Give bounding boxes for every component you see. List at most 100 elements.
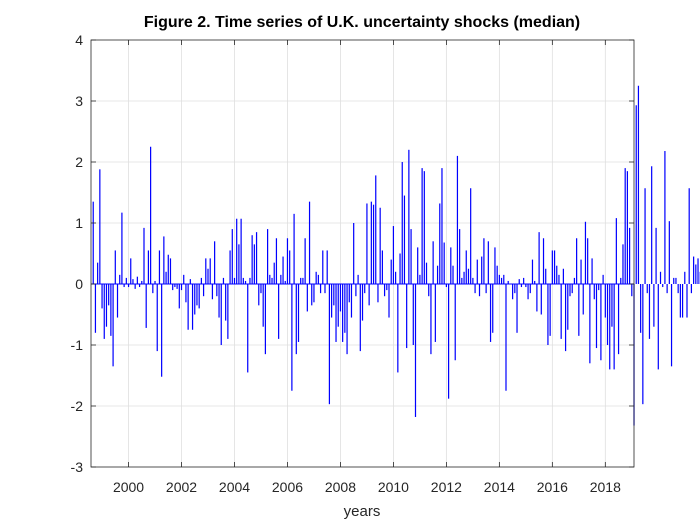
bar — [554, 250, 555, 284]
bar — [413, 284, 414, 345]
bar — [172, 284, 173, 290]
bar — [229, 250, 230, 284]
bar — [474, 284, 475, 293]
bar — [181, 284, 182, 290]
bar — [207, 269, 208, 284]
bar — [636, 105, 637, 284]
bar — [307, 284, 308, 311]
x-tick-label: 2006 — [272, 479, 303, 495]
bar — [580, 260, 581, 284]
bar — [419, 275, 420, 284]
bar — [238, 244, 239, 284]
bar — [382, 250, 383, 284]
bar — [410, 229, 411, 284]
bar — [358, 275, 359, 284]
x-tick-label: 2004 — [219, 479, 250, 495]
bar — [340, 284, 341, 311]
bar — [651, 166, 652, 284]
bar — [322, 250, 323, 284]
bar — [254, 244, 255, 284]
bar — [291, 284, 292, 391]
bar — [241, 219, 242, 284]
bar — [576, 238, 577, 284]
bar — [309, 202, 310, 284]
x-tick-label: 2002 — [166, 479, 197, 495]
bar — [545, 269, 546, 284]
bar — [380, 208, 381, 284]
bar — [95, 284, 96, 333]
x-tick-label: 2018 — [590, 479, 621, 495]
y-tick-label: -2 — [71, 398, 84, 414]
bar — [351, 284, 352, 318]
bar — [697, 258, 698, 284]
bar — [638, 86, 639, 284]
bar — [417, 247, 418, 284]
bar — [232, 229, 233, 284]
bar — [157, 284, 158, 351]
bar — [287, 238, 288, 284]
bar — [214, 241, 215, 284]
bar — [667, 284, 668, 293]
bar — [428, 284, 429, 296]
x-axis-label: years — [344, 503, 381, 520]
bar — [252, 235, 253, 284]
y-tick-label: 4 — [75, 32, 83, 48]
bar — [305, 238, 306, 284]
bar — [552, 250, 553, 284]
bar — [631, 284, 632, 296]
bar — [349, 284, 350, 302]
bar — [463, 272, 464, 284]
bar — [512, 284, 513, 299]
bar — [439, 203, 440, 284]
x-tick-label: 2012 — [431, 479, 462, 495]
bar — [565, 284, 566, 351]
bar — [196, 284, 197, 305]
bar — [682, 284, 683, 318]
bar — [567, 284, 568, 330]
bar — [260, 284, 261, 293]
x-tick-label: 2010 — [378, 479, 409, 495]
bar — [353, 223, 354, 284]
bar — [132, 279, 133, 284]
bar — [574, 278, 575, 284]
bar — [188, 284, 189, 330]
bar — [514, 284, 515, 293]
bar — [221, 284, 222, 345]
bar — [589, 284, 590, 363]
bar — [212, 284, 213, 299]
bar — [591, 258, 592, 284]
bar — [393, 226, 394, 284]
bar — [159, 250, 160, 284]
bar — [627, 171, 628, 284]
bar — [327, 250, 328, 284]
bar — [300, 278, 301, 284]
bar — [649, 284, 650, 339]
bar — [477, 260, 478, 284]
y-tick-label: 3 — [75, 93, 83, 109]
bar — [550, 284, 551, 336]
bar — [391, 260, 392, 284]
bar — [689, 188, 690, 284]
bar — [691, 284, 692, 293]
bar — [660, 272, 661, 284]
bar — [527, 284, 528, 299]
bar — [664, 151, 665, 284]
bar — [583, 284, 584, 315]
bar — [170, 258, 171, 284]
bar — [658, 284, 659, 369]
bar — [101, 284, 102, 308]
bar — [194, 284, 195, 315]
bar — [344, 284, 345, 333]
bar — [377, 284, 378, 302]
bar — [452, 266, 453, 284]
bar — [282, 257, 283, 284]
bar — [541, 284, 542, 315]
bar — [618, 284, 619, 354]
bar — [572, 284, 573, 293]
bar — [614, 284, 615, 369]
bar — [647, 284, 648, 293]
bar — [346, 284, 347, 354]
bar — [97, 263, 98, 284]
bar — [265, 284, 266, 354]
